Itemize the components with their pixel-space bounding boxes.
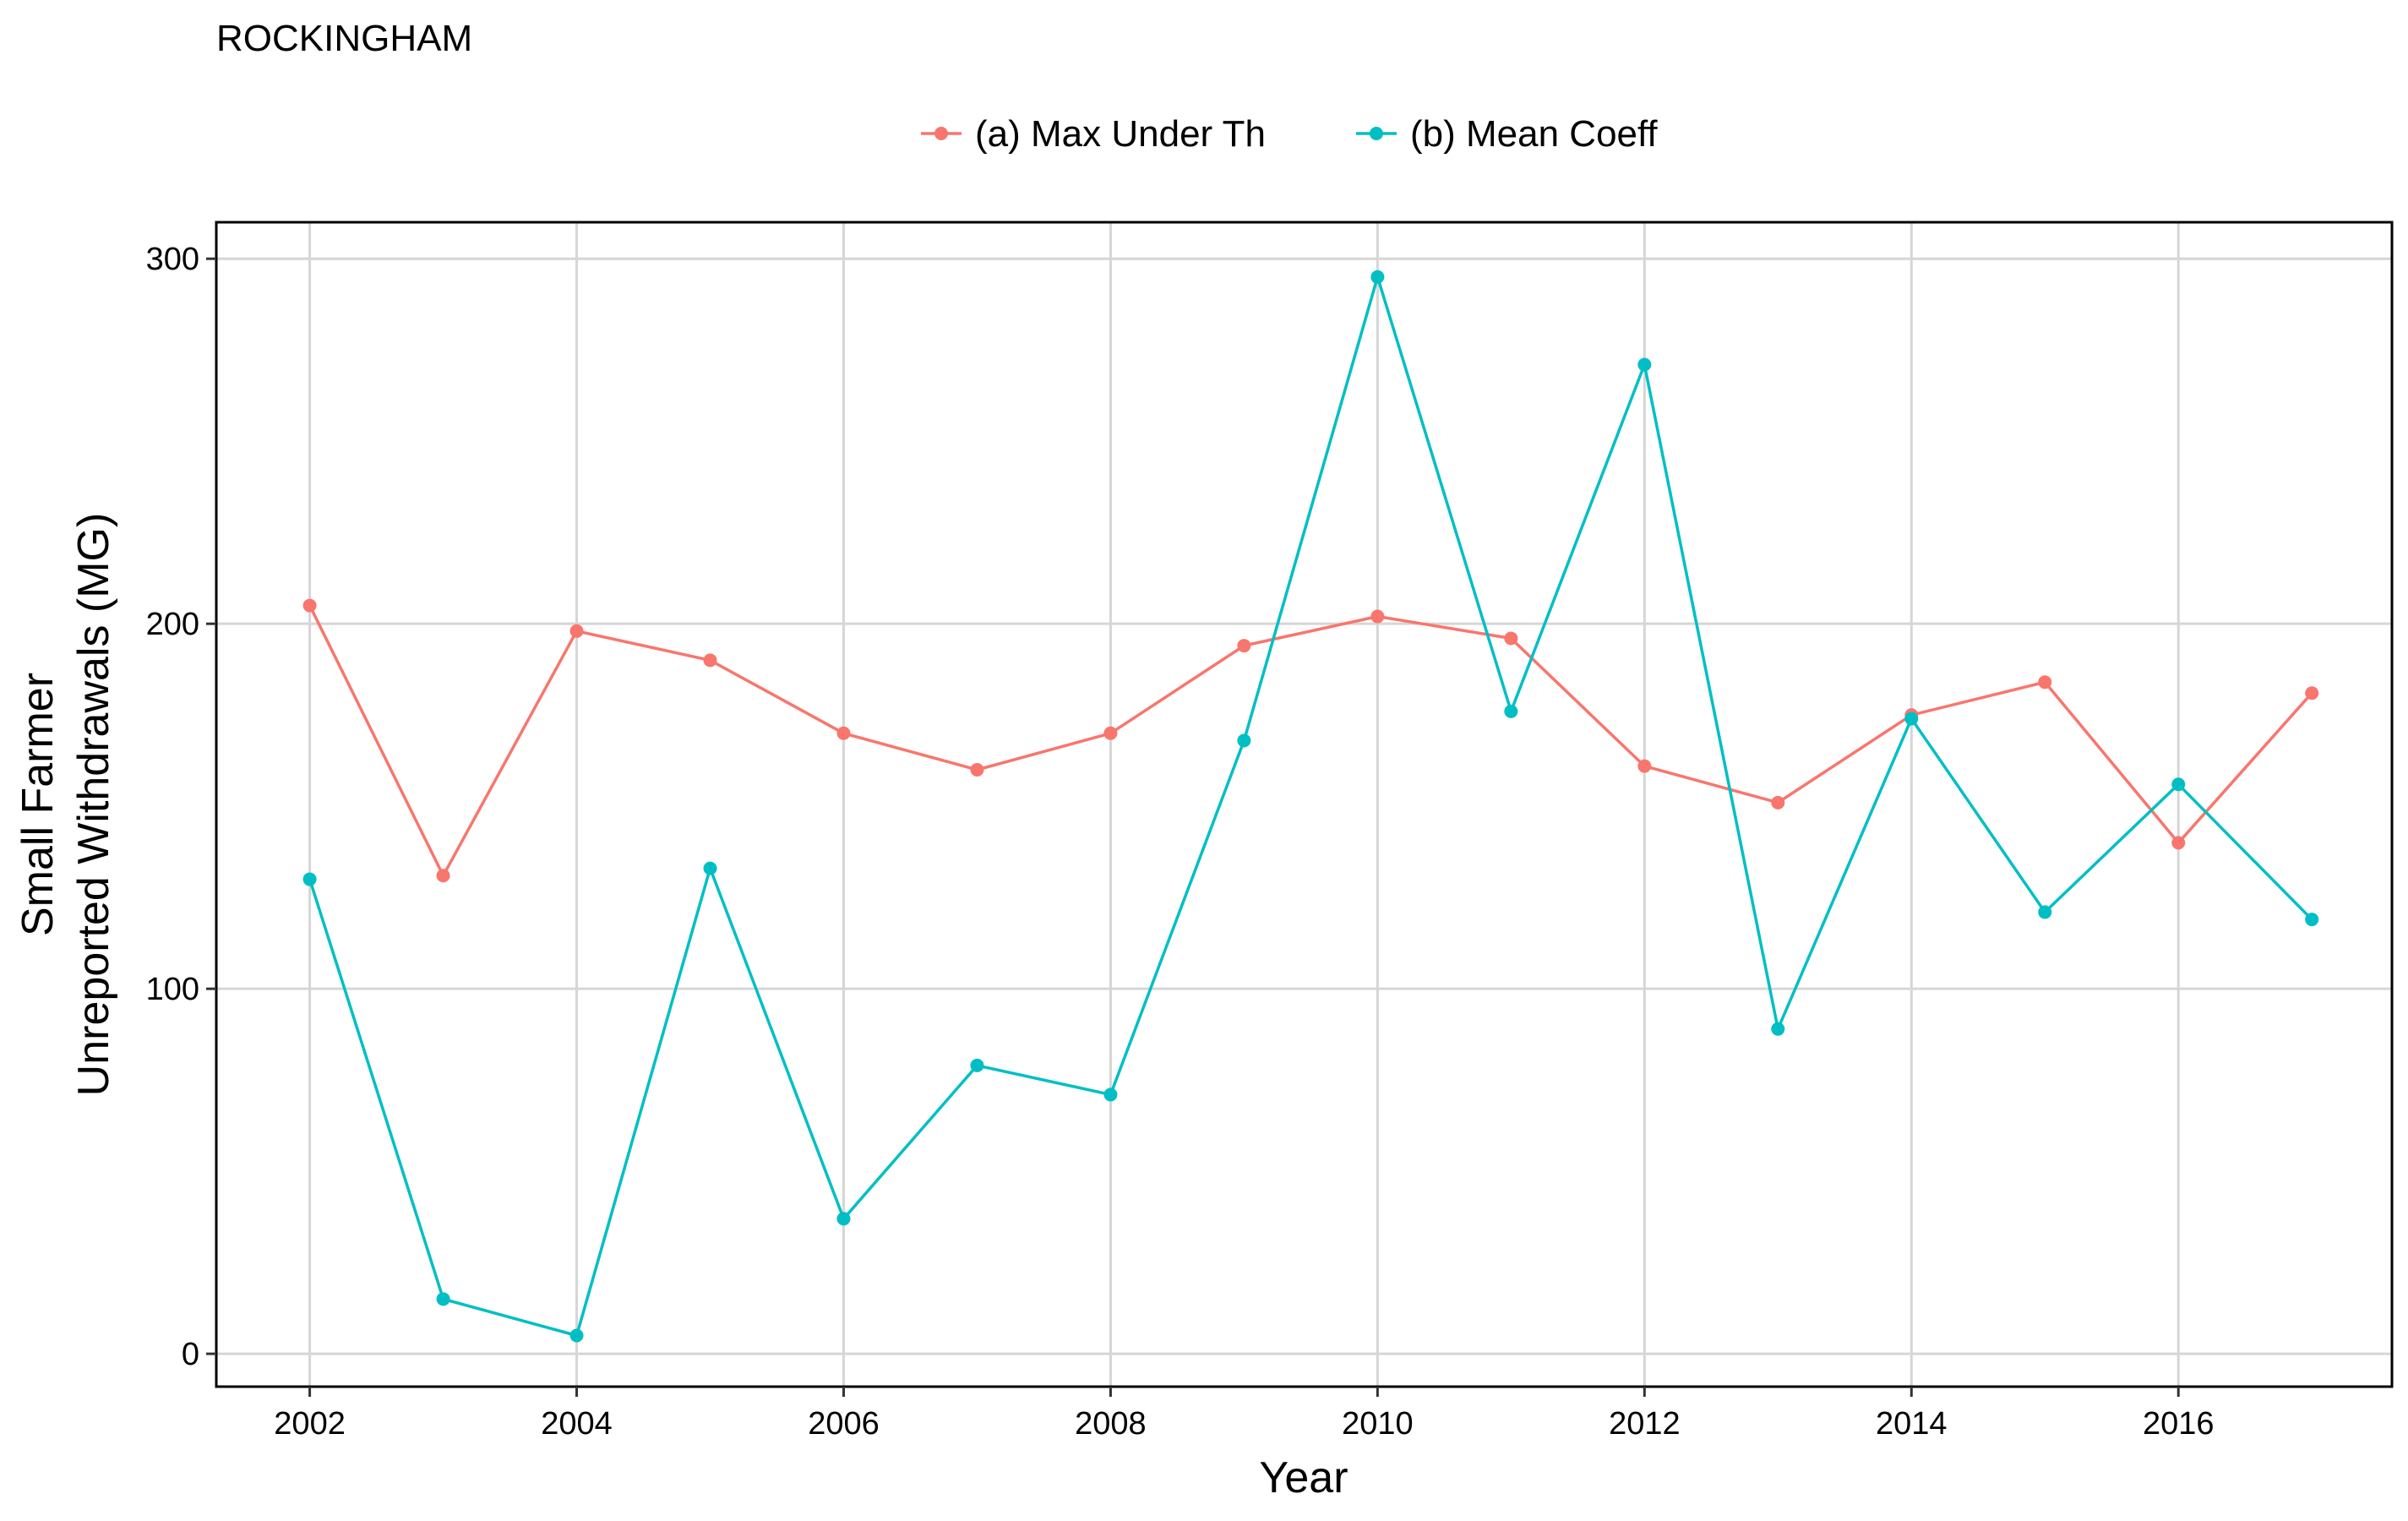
- legend-label: (b) Mean Coeff: [1410, 113, 1658, 155]
- y-tick-label: 0: [182, 1337, 199, 1372]
- data-point: [2305, 686, 2319, 701]
- gridlines: [216, 222, 2392, 1387]
- data-point: [703, 861, 717, 875]
- data-point: [2038, 675, 2052, 690]
- data-point: [302, 872, 317, 886]
- data-point: [1637, 759, 1652, 773]
- y-tick-label: 200: [146, 607, 199, 642]
- data-point: [436, 1292, 450, 1306]
- data-point: [436, 869, 450, 883]
- x-tick-label: 2004: [541, 1406, 613, 1442]
- x-tick-label: 2006: [808, 1406, 880, 1442]
- data-point: [569, 1328, 584, 1343]
- data-point: [1370, 270, 1385, 284]
- data-point: [2171, 836, 2186, 850]
- data-point: [2305, 913, 2319, 927]
- data-point: [1504, 631, 1518, 646]
- chart-title: ROCKINGHAM: [216, 18, 472, 59]
- series-line: [308, 275, 2313, 1338]
- data-point: [302, 598, 317, 613]
- plot-border: [215, 221, 2394, 1388]
- series-1: [302, 598, 2319, 883]
- series-line: [308, 604, 2313, 877]
- data-point: [1637, 357, 1652, 372]
- data-point: [1771, 1022, 1785, 1036]
- data-point: [2171, 777, 2186, 792]
- legend: (a) Max Under Th (b) Mean Coeff: [921, 113, 1658, 155]
- y-axis-title-line-2: Unreported Withdrawals (MG): [69, 513, 118, 1097]
- x-tick-label: 2012: [1609, 1406, 1681, 1442]
- x-tick-label: 2008: [1075, 1406, 1147, 1442]
- y-axis: 0 100 200 300: [146, 242, 216, 1372]
- data-point: [1103, 726, 1118, 740]
- data-point: [970, 762, 984, 777]
- x-tick-label: 2014: [1876, 1406, 1948, 1442]
- data-point: [2038, 905, 2052, 919]
- series-layer: [302, 270, 2319, 1343]
- data-point: [970, 1058, 984, 1072]
- data-point: [1237, 639, 1251, 653]
- data-point: [569, 624, 584, 638]
- data-point: [1504, 704, 1518, 718]
- data-point: [1771, 795, 1785, 810]
- x-tick-label: 2002: [274, 1406, 346, 1442]
- x-axis: 2002 2004 2006 2008 2010 2012 2014 2016: [274, 1387, 2215, 1442]
- legend-swatch-point: [1370, 127, 1383, 140]
- data-point: [836, 1212, 851, 1226]
- y-axis-title-line-1: Small Farmer: [14, 673, 63, 936]
- data-point: [1370, 609, 1385, 624]
- x-axis-title: Year: [1259, 1453, 1348, 1502]
- legend-label: (a) Max Under Th: [975, 113, 1266, 155]
- legend-item: (b) Mean Coeff: [1356, 113, 1658, 155]
- y-tick-label: 300: [146, 242, 199, 277]
- data-point: [1237, 733, 1251, 748]
- x-tick-label: 2016: [2143, 1406, 2215, 1442]
- plot-area: [216, 222, 2392, 1387]
- y-tick-label: 100: [146, 972, 199, 1007]
- data-point: [1103, 1088, 1118, 1102]
- data-point: [1904, 711, 1919, 726]
- series-2: [302, 270, 2319, 1343]
- data-point: [836, 726, 851, 740]
- x-tick-label: 2010: [1342, 1406, 1414, 1442]
- legend-swatch-point: [934, 127, 948, 140]
- data-point: [703, 653, 717, 668]
- legend-item: (a) Max Under Th: [921, 113, 1266, 155]
